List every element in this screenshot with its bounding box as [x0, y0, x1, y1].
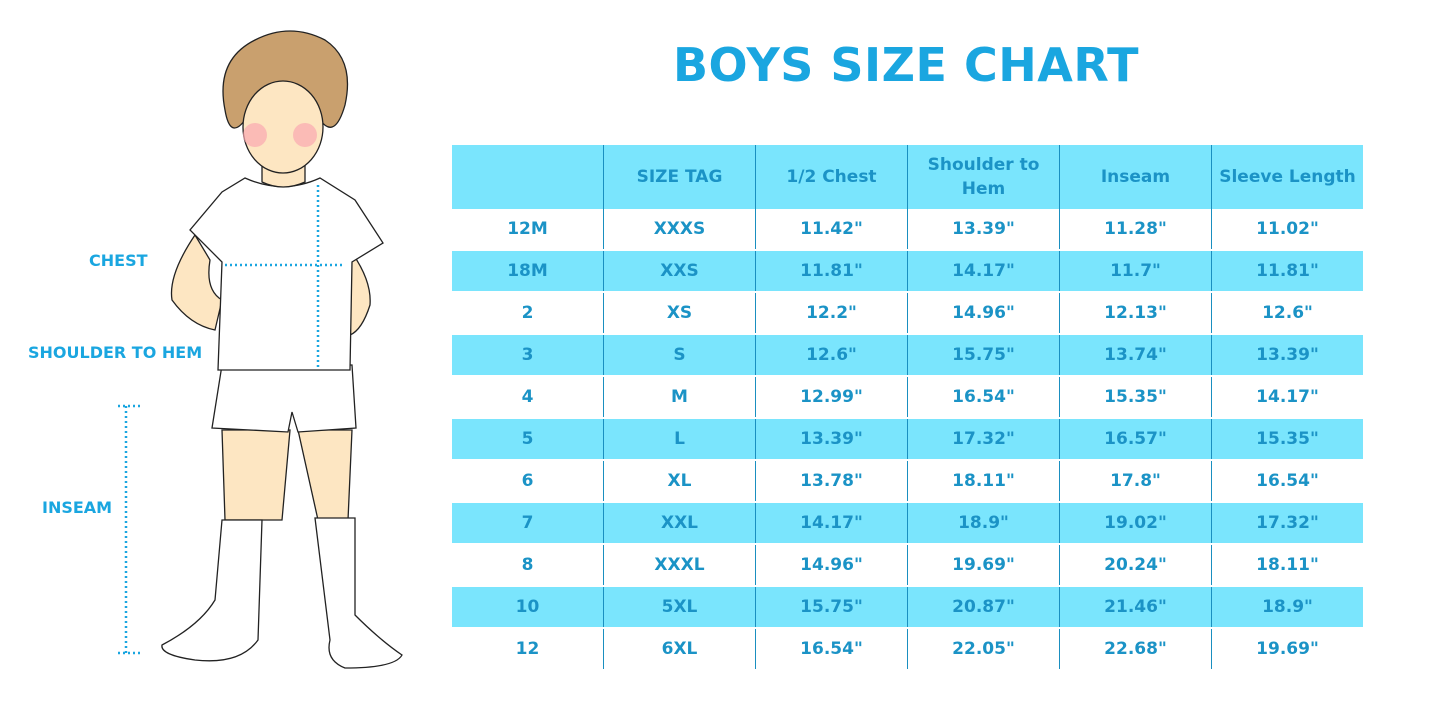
- table-cell: 15.75": [755, 585, 908, 628]
- table-cell: L: [603, 417, 756, 460]
- table-cell: 18.11": [907, 459, 1060, 502]
- table-cell: 5XL: [603, 585, 756, 628]
- inseam-label: INSEAM: [42, 498, 113, 517]
- table-cell: 15.75": [907, 333, 1060, 376]
- table-row: 4 M 12.99" 16.54" 15.35" 14.17": [452, 375, 1363, 418]
- table-cell: 16.57": [1059, 417, 1212, 460]
- header-row: SIZE TAG 1/2 Chest Shoulder to Hem Inseam Sl…: [452, 145, 1363, 209]
- table-cell: 11.81": [1211, 249, 1363, 292]
- table-cell: 13.78": [755, 459, 908, 502]
- table-row: 10 5XL 15.75" 20.87" 21.46" 18.9": [452, 585, 1363, 628]
- table-cell: 18.9": [907, 501, 1060, 544]
- table-cell: 3: [452, 333, 604, 376]
- table-cell: 12: [452, 627, 604, 669]
- table-cell: XS: [603, 291, 756, 334]
- table-cell: M: [603, 375, 756, 418]
- column-header: Shoulder to Hem: [907, 145, 1060, 209]
- table-cell: 14.17": [1211, 375, 1363, 418]
- table-row: 12 6XL 16.54" 22.05" 22.68" 19.69": [452, 627, 1363, 669]
- column-header: [452, 145, 604, 209]
- column-header: SIZE TAG: [603, 145, 756, 209]
- table-cell: 14.17": [907, 249, 1060, 292]
- table-cell: 18.11": [1211, 543, 1363, 586]
- table-row: 18M XXS 11.81" 14.17" 11.7" 11.81": [452, 249, 1363, 292]
- table-cell: 13.74": [1059, 333, 1212, 376]
- table-cell: 5: [452, 417, 604, 460]
- table-cell: 12.13": [1059, 291, 1212, 334]
- table-cell: XXL: [603, 501, 756, 544]
- table-cell: 16.54": [755, 627, 908, 669]
- table-row: 8 XXXL 14.96" 19.69" 20.24" 18.11": [452, 543, 1363, 586]
- table-cell: 11.02": [1211, 209, 1363, 250]
- table-cell: 13.39": [755, 417, 908, 460]
- table-cell: 14.17": [755, 501, 908, 544]
- column-header: 1/2 Chest: [755, 145, 908, 209]
- table-cell: 11.7": [1059, 249, 1212, 292]
- table-cell: 17.8": [1059, 459, 1212, 502]
- table-row: 2 XS 12.2" 14.96" 12.13" 12.6": [452, 291, 1363, 334]
- chest-label: CHEST: [89, 251, 148, 270]
- table-cell: XL: [603, 459, 756, 502]
- table-cell: 14.96": [907, 291, 1060, 334]
- table-cell: 16.54": [1211, 459, 1363, 502]
- table-row: 6 XL 13.78" 18.11" 17.8" 16.54": [452, 459, 1363, 502]
- column-header: Inseam: [1059, 145, 1212, 209]
- table-cell: 4: [452, 375, 604, 418]
- table-cell: 12.99": [755, 375, 908, 418]
- table-cell: 15.35": [1059, 375, 1212, 418]
- column-header: Sleeve Length: [1211, 145, 1363, 209]
- table-cell: 10: [452, 585, 604, 628]
- table-cell: 13.39": [907, 209, 1060, 250]
- table-cell: 11.42": [755, 209, 908, 250]
- shoulder-to-hem-label: SHOULDER TO HEM: [28, 343, 203, 362]
- table-cell: 12M: [507, 219, 548, 239]
- size-chart-table: SIZE TAG 1/2 Chest Shoulder to Hem Inseam Sl…: [452, 145, 1363, 669]
- table-row: 7 XXL 14.17" 18.9" 19.02" 17.32": [452, 501, 1363, 544]
- table-cell: 11.28": [1059, 209, 1212, 250]
- table-cell: XXS: [603, 249, 756, 292]
- table-cell: XXXS: [603, 209, 756, 250]
- table-cell: 12.2": [755, 291, 908, 334]
- table-cell: 20.87": [907, 585, 1060, 628]
- table-cell: XXXL: [603, 543, 756, 586]
- table-cell: 17.32": [1211, 501, 1363, 544]
- table-cell: 18.9": [1211, 585, 1363, 628]
- table-cell: 19.69": [907, 543, 1060, 586]
- boy-illustration: [118, 30, 403, 669]
- table-cell: 6XL: [603, 627, 756, 669]
- table-row: 3 S 12.6" 15.75" 13.74" 13.39": [452, 333, 1363, 376]
- table-cell: 14.96": [755, 543, 908, 586]
- table-cell: 22.68": [1059, 627, 1212, 669]
- table-cell: 15.35": [1211, 417, 1363, 460]
- table-cell: 20.24": [1059, 543, 1212, 586]
- table-cell: 11.81": [755, 249, 908, 292]
- table-cell: S: [603, 333, 756, 376]
- table-row: 5 L 13.39" 17.32" 16.57" 15.35": [452, 417, 1363, 460]
- table-cell: 22.05": [907, 627, 1060, 669]
- table-cell: 2: [452, 291, 604, 334]
- table-cell: 21.46": [1059, 585, 1212, 628]
- table-cell: 16.54": [907, 375, 1060, 418]
- table-cell: 7: [452, 501, 604, 544]
- table-cell: 12.6": [1211, 291, 1363, 334]
- table-cell: 12.6": [755, 333, 908, 376]
- table-cell: 19.69": [1211, 627, 1363, 669]
- table-cell: 18M: [452, 249, 604, 292]
- table-cell: 13.39": [1211, 333, 1363, 376]
- table-cell: 8: [452, 543, 604, 586]
- table-row: 12M XXXS 11.42" 13.39" 11.28" 11.02": [452, 209, 1363, 250]
- table-cell: 17.32": [907, 417, 1060, 460]
- page-title: BOYS SIZE CHART: [672, 38, 1140, 92]
- table-cell: 19.02": [1059, 501, 1212, 544]
- table-cell: 6: [452, 459, 604, 502]
